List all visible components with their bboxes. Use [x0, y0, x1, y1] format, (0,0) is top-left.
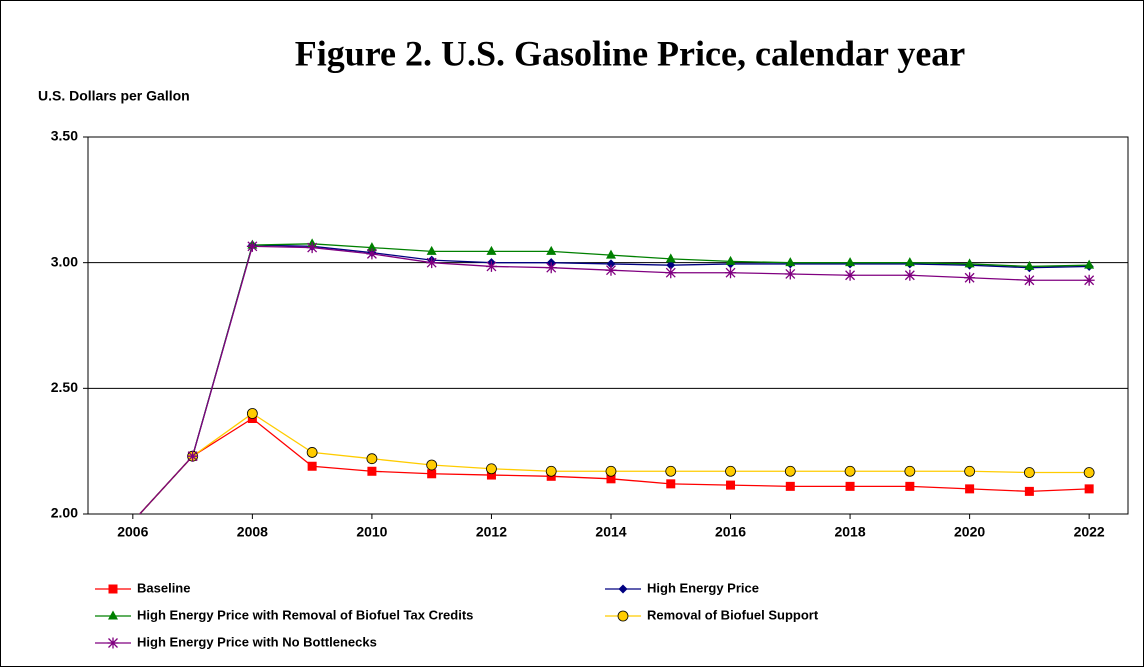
marker — [367, 466, 377, 476]
plot-area — [87, 136, 1129, 515]
marker — [1084, 484, 1094, 494]
marker — [785, 257, 796, 267]
y-axis-label: U.S. Dollars per Gallon — [38, 88, 190, 104]
marker — [246, 408, 258, 419]
marker — [665, 253, 676, 263]
marker — [784, 465, 796, 477]
chart-title: Figure 2. U.S. Gasoline Price, calendar … — [295, 33, 966, 73]
marker — [187, 450, 199, 462]
legend-label: High Energy Price with Removal of Biofue… — [137, 607, 473, 622]
legend-label: High Energy Price — [647, 580, 759, 595]
marker — [427, 469, 437, 479]
legend-marker — [617, 610, 629, 622]
x-tick-label: 2020 — [954, 524, 985, 540]
marker — [485, 260, 497, 272]
marker — [605, 249, 616, 259]
legend-marker — [618, 584, 628, 594]
marker — [666, 479, 676, 489]
marker — [725, 465, 736, 477]
plot-series — [138, 238, 1095, 514]
x-tick-label: 2016 — [715, 524, 746, 540]
marker — [1084, 259, 1095, 269]
legend-label: High Energy Price with No Bottlenecks — [137, 634, 377, 649]
marker — [904, 465, 916, 477]
marker — [665, 267, 677, 279]
marker — [605, 465, 617, 477]
marker — [545, 465, 557, 477]
marker — [366, 453, 378, 465]
x-tick-label: 2008 — [237, 524, 268, 540]
x-tick-label: 2014 — [595, 524, 626, 540]
marker — [486, 470, 496, 480]
marker — [366, 242, 377, 252]
x-tick-label: 2012 — [476, 524, 507, 540]
legend-marker — [107, 637, 119, 649]
x-tick-label: 2006 — [117, 524, 148, 540]
marker — [606, 259, 616, 269]
marker — [844, 269, 856, 281]
marker — [606, 474, 616, 484]
marker — [306, 447, 318, 458]
marker — [665, 465, 677, 477]
legend-label: Removal of Biofuel Support — [647, 607, 819, 622]
marker — [844, 465, 856, 477]
marker — [964, 272, 976, 284]
marker — [965, 484, 975, 494]
marker — [845, 481, 855, 491]
marker — [726, 480, 736, 490]
marker — [1083, 467, 1095, 478]
y-tick-label: 2.00 — [51, 505, 78, 521]
marker — [426, 257, 438, 269]
marker — [605, 264, 617, 276]
marker — [307, 461, 317, 471]
marker — [486, 245, 497, 255]
marker — [784, 268, 796, 280]
marker — [725, 267, 737, 279]
marker — [545, 262, 557, 274]
marker — [1023, 467, 1035, 478]
marker — [904, 257, 915, 267]
marker — [1023, 274, 1035, 286]
y-tick-label: 3.00 — [51, 253, 78, 269]
marker — [845, 257, 856, 267]
marker — [246, 240, 258, 252]
y-tick-label: 3.50 — [51, 128, 78, 144]
legend-marker — [108, 610, 118, 620]
marker — [725, 255, 736, 265]
x-tick-label: 2018 — [834, 524, 865, 540]
x-tick-label: 2022 — [1074, 524, 1105, 540]
x-tick-label: 2010 — [356, 524, 387, 540]
marker — [785, 481, 795, 491]
marker — [426, 245, 437, 255]
marker — [1024, 260, 1035, 270]
marker — [546, 245, 557, 255]
marker — [905, 481, 915, 491]
marker — [666, 260, 676, 270]
marker — [426, 459, 438, 471]
marker — [964, 465, 976, 477]
marker — [1024, 486, 1034, 496]
y-tick-label: 2.50 — [51, 379, 78, 395]
legend-marker — [108, 584, 118, 594]
marker — [1083, 274, 1095, 286]
legend-label: Baseline — [137, 580, 190, 595]
marker — [486, 463, 497, 475]
marker — [964, 258, 975, 268]
marker — [306, 242, 318, 254]
marker — [366, 248, 378, 260]
marker — [904, 269, 916, 281]
